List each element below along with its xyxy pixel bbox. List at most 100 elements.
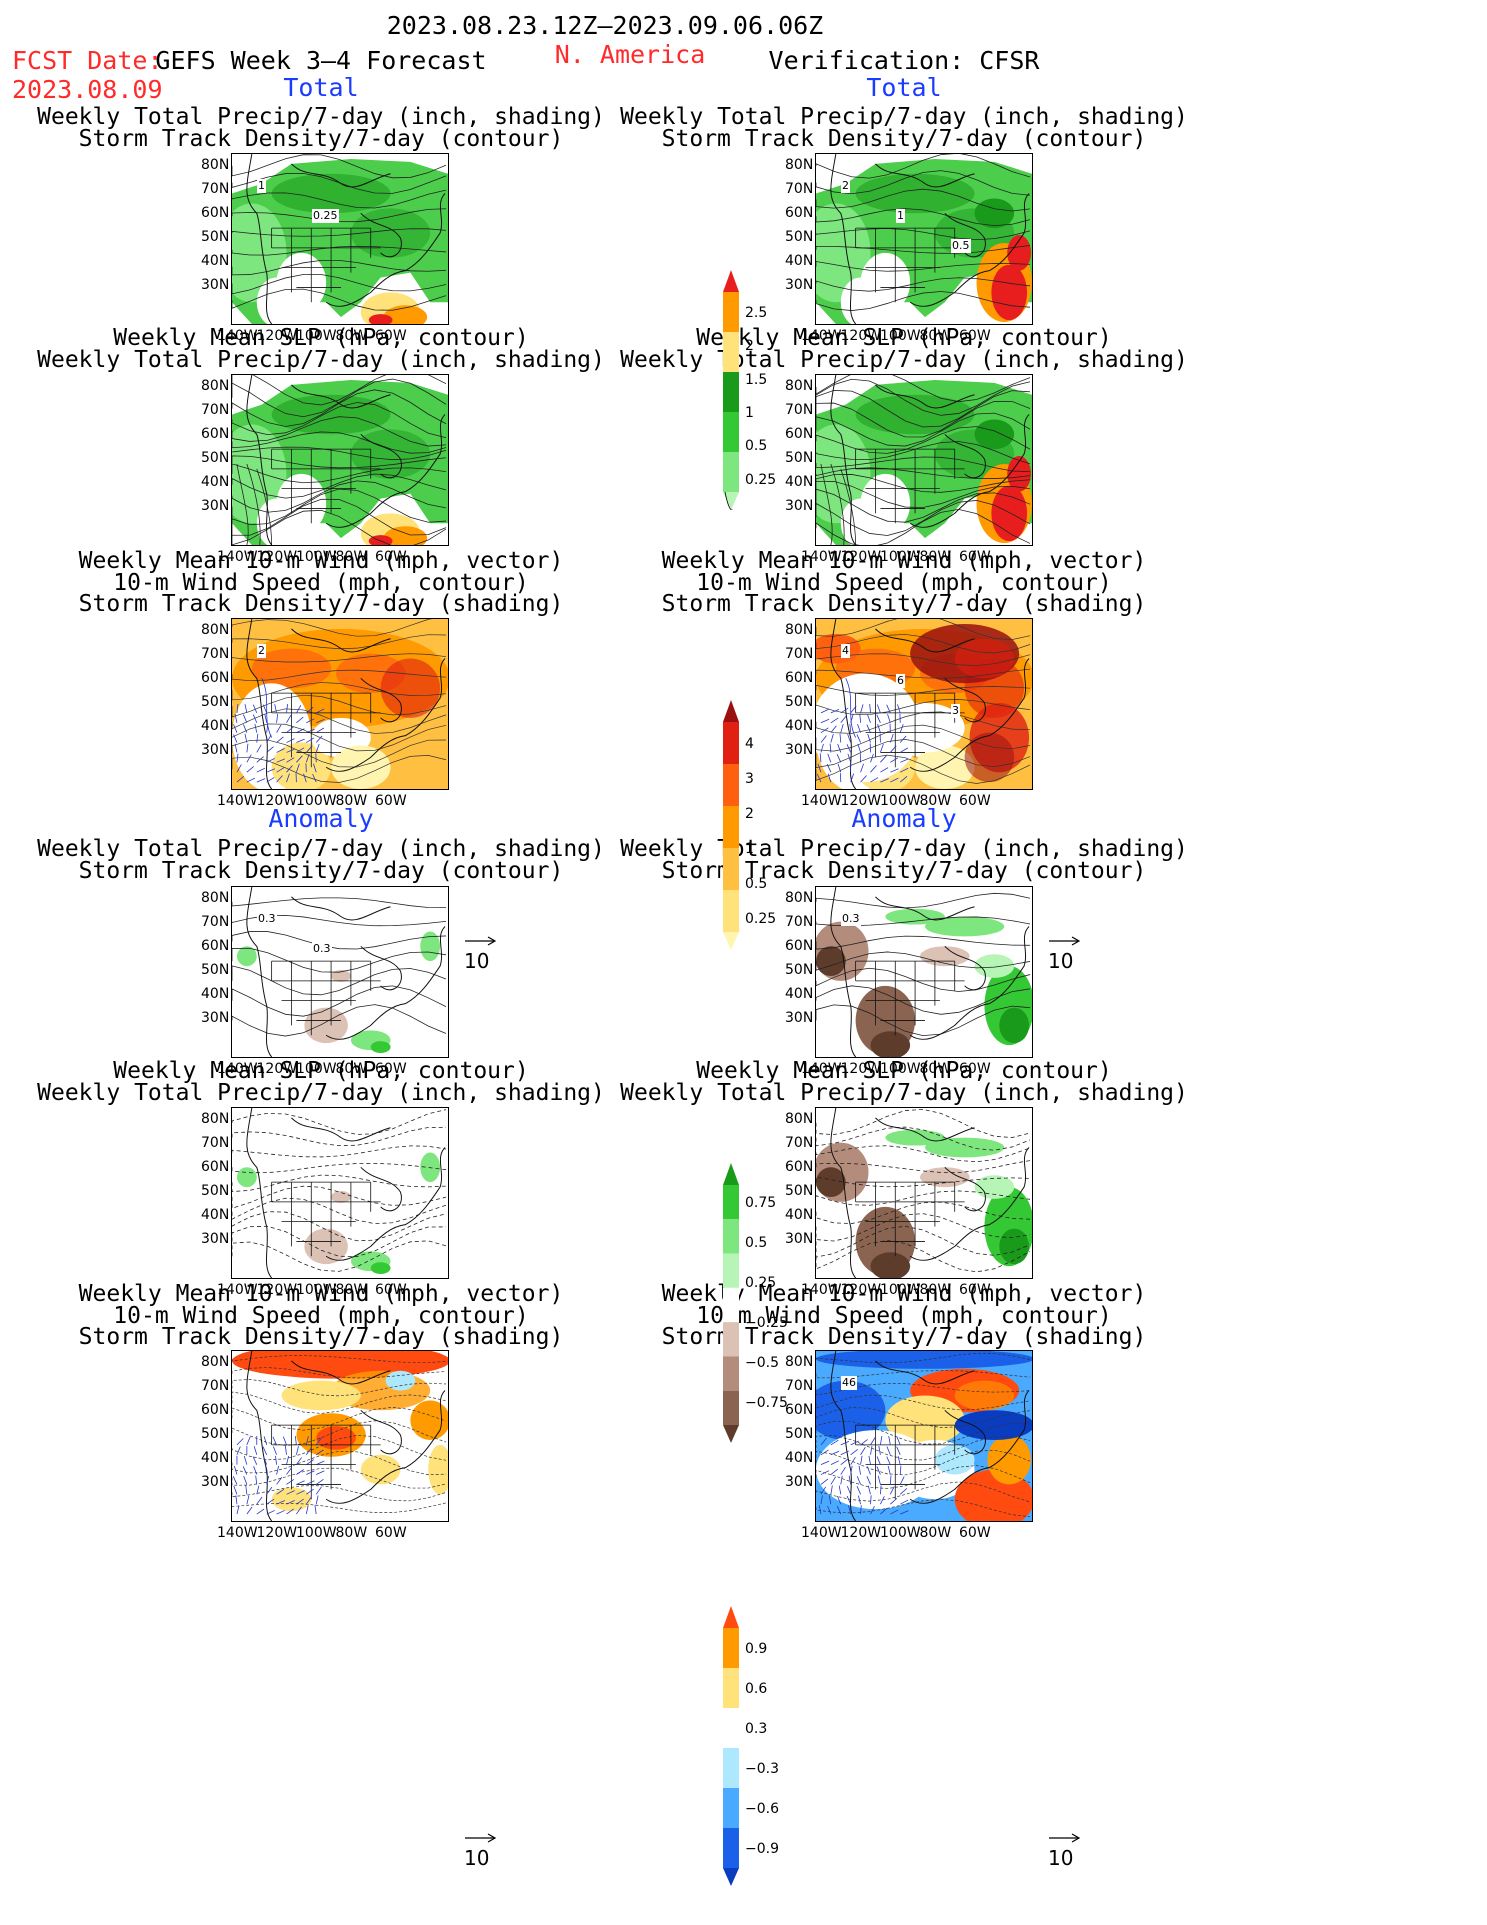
lon-tick-label: 60W (959, 1282, 991, 1298)
lat-tick-label: 60N (201, 1402, 230, 1418)
lon-tick-label: 100W (296, 1282, 337, 1298)
lat-tick-label: 40N (201, 718, 230, 734)
map-slp-precip-total-fcst (231, 374, 449, 546)
lat-tick-label: 30N (201, 1010, 230, 1026)
vector-reference-label: 10 (1048, 1846, 1074, 1870)
colorbar-label: −0.5 (745, 1355, 779, 1372)
lat-tick-label: 30N (785, 1010, 814, 1026)
lat-tick-label: 80N (201, 157, 230, 173)
contour-label: 0.5 (951, 239, 971, 253)
lon-tick-label: 140W (217, 1061, 258, 1077)
lat-tick-label: 70N (785, 402, 814, 418)
lon-tick-label: 120W (256, 1282, 298, 1298)
lat-tick-label: 30N (201, 742, 230, 758)
map-wind-storm-anom-verif: 46 (815, 1350, 1033, 1522)
map-precip-storm-anom-fcst: 0.3 0.3 (231, 886, 449, 1058)
colorbar-label: −0.6 (745, 1801, 779, 1817)
lon-tick-label: 120W (840, 1061, 882, 1077)
title-precip-storm-total-fcst-line2: Storm Track Density/7-day (contour) (78, 125, 564, 152)
contour-label: 4 (841, 644, 850, 658)
lon-tick-label: 120W (840, 1525, 882, 1541)
lat-tick-label: 80N (785, 622, 814, 638)
colorbar-label: 3 (745, 771, 754, 787)
arrow-right-icon (465, 936, 497, 946)
lon-tick-label: 100W (880, 328, 921, 344)
lat-tick-label: 50N (785, 450, 814, 466)
lat-tick-label: 40N (785, 253, 814, 269)
lon-tick-label: 120W (256, 549, 298, 565)
lat-tick-label: 70N (201, 1135, 230, 1151)
lon-tick-label: 60W (375, 549, 407, 565)
contour-label: 0.3 (257, 912, 277, 926)
title-slp-precip-anom-verif-line2: Weekly Total Precip/7-day (inch, shading… (620, 1079, 1188, 1106)
lat-tick-label: 40N (785, 474, 814, 490)
lat-tick-label: 40N (201, 1207, 230, 1223)
lat-tick-label: 80N (201, 622, 230, 638)
colorbar-label: −0.75 (745, 1395, 788, 1412)
lon-tick-label: 100W (296, 549, 337, 565)
map-wind-storm-total-fcst: 2 (231, 618, 449, 790)
map-precip-storm-total-verif: 2 1 0.5 (815, 153, 1033, 325)
title-precip-storm-anom-verif-line1: Weekly Total Precip/7-day (inch, shading… (620, 836, 1188, 862)
contour-label: 1 (257, 179, 266, 193)
lat-tick-label: 80N (785, 1111, 814, 1127)
title-slp-precip-anom-fcst-line2: Weekly Total Precip/7-day (inch, shading… (37, 1079, 605, 1106)
lat-tick-label: 70N (201, 402, 230, 418)
lat-tick-label: 80N (201, 890, 230, 906)
title-wind-storm-anom-verif-line3: Storm Track Density/7-day (shading) (661, 1324, 1147, 1350)
lon-tick-label: 80W (919, 549, 952, 565)
lat-tick-label: 70N (201, 646, 230, 662)
vector-reference-label: 10 (1048, 949, 1074, 973)
title-wind-storm-anom-fcst-line3: Storm Track Density/7-day (shading) (78, 1324, 564, 1350)
lat-tick-label: 30N (785, 742, 814, 758)
map-precip-storm-anom-verif: 0.3 (815, 886, 1033, 1058)
colorbar-label: −0.9 (745, 1841, 779, 1857)
colorbar-label: −0.3 (745, 1761, 779, 1777)
lon-tick-label: 140W (217, 1525, 258, 1541)
lat-tick-label: 50N (785, 1426, 814, 1442)
lon-tick-label: 60W (375, 328, 407, 344)
lat-tick-label: 40N (201, 474, 230, 490)
lat-tick-label: 80N (201, 378, 230, 394)
lat-tick-label: 80N (785, 378, 814, 394)
lon-tick-label: 120W (256, 1061, 298, 1077)
lat-tick-label: 40N (785, 1450, 814, 1466)
lat-tick-label: 80N (785, 157, 814, 173)
title-slp-precip-anom-fcst-line1: Weekly Mean SLP (hPa, contour) (113, 1058, 529, 1084)
colorbar-label: 0.6 (745, 1681, 768, 1697)
verification-title: Verification: CFSR (768, 46, 1040, 75)
colorbar-precip-anom (723, 1163, 739, 1447)
colorbar-label: 4 (745, 736, 754, 752)
lon-tick-label: 140W (801, 1282, 842, 1298)
title-slp-precip-anom-verif-line1: Weekly Mean SLP (hPa, contour) (696, 1058, 1112, 1084)
lon-tick-label: 80W (335, 1061, 368, 1077)
lat-tick-label: 50N (785, 229, 814, 245)
lat-tick-label: 30N (201, 277, 230, 293)
contour-label: 3 (951, 704, 960, 718)
title-precip-storm-anom-fcst-line2: Storm Track Density/7-day (contour) (78, 857, 564, 884)
lon-tick-label: 100W (880, 1061, 921, 1077)
lon-tick-label: 100W (880, 1525, 921, 1541)
lat-tick-label: 30N (201, 1231, 230, 1247)
lon-tick-label: 80W (919, 328, 952, 344)
section-total-left: Total (283, 73, 359, 102)
lat-tick-label: 70N (201, 1378, 230, 1394)
lon-tick-label: 80W (919, 793, 952, 809)
lat-tick-label: 80N (785, 1354, 814, 1370)
lon-tick-label: 120W (256, 1525, 298, 1541)
lat-tick-label: 40N (785, 1207, 814, 1223)
lat-tick-label: 30N (785, 277, 814, 293)
contour-label: 2 (841, 179, 850, 193)
contour-label: 46 (841, 1376, 857, 1390)
map-slp-precip-total-verif (815, 374, 1033, 546)
lon-tick-label: 60W (959, 549, 991, 565)
lon-tick-label: 80W (335, 549, 368, 565)
title-wind-storm-anom-verif-line1: Weekly Mean 10-m Wind (mph, vector) (661, 1281, 1147, 1307)
title-wind-storm-total-fcst-line3: Storm Track Density/7-day (shading) (78, 591, 564, 617)
lon-tick-label: 100W (880, 1282, 921, 1298)
map-wind-storm-total-verif: 4 6 3 (815, 618, 1033, 790)
lon-tick-label: 120W (840, 328, 882, 344)
lon-tick-label: 60W (959, 328, 991, 344)
lat-tick-label: 50N (785, 1183, 814, 1199)
vector-reference-label: 10 (464, 949, 490, 973)
